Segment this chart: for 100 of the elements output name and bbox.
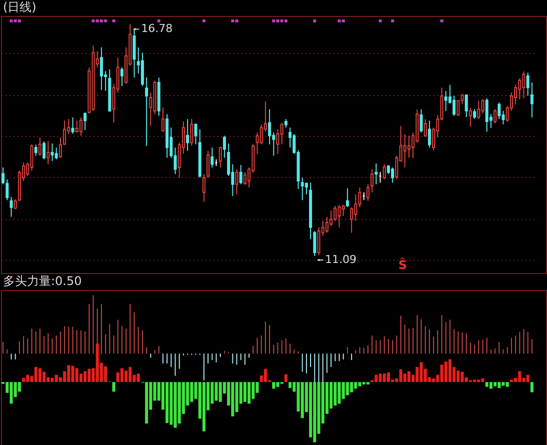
bar — [178, 382, 181, 424]
bar — [481, 378, 484, 382]
bar — [338, 382, 341, 404]
bar — [276, 382, 280, 387]
candlestick — [477, 100, 480, 120]
candlestick — [235, 168, 238, 195]
bar — [526, 374, 530, 382]
candlestick — [313, 230, 316, 256]
candlestick — [280, 122, 284, 145]
bar — [403, 374, 406, 382]
annotation: 16.78 — [141, 22, 173, 36]
bar — [334, 382, 337, 406]
chart-title: 多头力量:0.50 — [3, 274, 82, 288]
candlestick — [452, 95, 456, 116]
bar — [510, 380, 513, 382]
bar — [502, 382, 505, 386]
bar — [358, 382, 362, 386]
bar — [460, 372, 464, 382]
candlestick — [526, 72, 530, 96]
bar — [272, 382, 276, 389]
bar — [231, 382, 234, 416]
candlestick — [338, 204, 341, 228]
bar — [202, 382, 206, 432]
candlestick — [407, 135, 410, 158]
candlestick — [161, 107, 164, 132]
candlestick — [382, 164, 386, 180]
candlestick — [366, 184, 370, 202]
candlestick — [46, 140, 50, 165]
candlestick — [473, 108, 476, 120]
candlestick — [71, 116, 74, 134]
candlestick — [206, 150, 210, 178]
candlestick — [464, 94, 468, 118]
candlestick — [334, 205, 337, 222]
bar — [456, 370, 460, 382]
candlestick — [210, 147, 214, 168]
candlestick — [304, 182, 308, 195]
bar — [494, 382, 497, 386]
bar — [248, 382, 251, 404]
candlestick — [79, 116, 82, 136]
candlestick — [350, 206, 354, 234]
candlestick — [202, 174, 206, 202]
candlestick — [370, 168, 374, 193]
bar — [288, 382, 292, 388]
bar — [432, 378, 436, 382]
candlestick — [481, 98, 484, 114]
candlestick — [424, 118, 427, 138]
candlestick — [30, 144, 34, 172]
bar — [378, 374, 382, 382]
candlestick — [420, 108, 423, 133]
candlestick — [317, 226, 320, 256]
bar — [485, 382, 488, 387]
bar — [54, 374, 58, 382]
bar — [170, 382, 173, 425]
bar — [407, 371, 410, 382]
candlestick — [50, 142, 54, 162]
bar — [145, 382, 148, 424]
annotation: 11.09 — [325, 253, 356, 266]
candlestick — [260, 124, 263, 145]
candlestick — [218, 146, 222, 168]
bar — [84, 371, 87, 382]
bar — [124, 370, 128, 382]
bar — [300, 382, 304, 418]
candlestick — [54, 147, 58, 160]
bar — [284, 374, 288, 382]
bar — [489, 382, 492, 389]
candlestick — [518, 78, 522, 100]
candlestick — [84, 112, 87, 131]
bar — [112, 382, 116, 392]
bar — [88, 368, 91, 382]
candlestick — [494, 108, 497, 124]
bar — [354, 382, 358, 389]
candlestick — [485, 98, 488, 132]
candlestick — [268, 108, 272, 145]
bar — [518, 371, 522, 382]
candlestick — [300, 177, 304, 201]
candlestick — [354, 194, 358, 222]
annotation: Ŝ — [398, 257, 407, 272]
candlestick — [14, 198, 17, 210]
bar — [399, 369, 402, 382]
bar — [38, 368, 42, 382]
bar — [350, 382, 354, 392]
candlestick — [222, 135, 226, 158]
bar — [346, 382, 349, 396]
bar — [473, 380, 476, 382]
bar — [22, 378, 26, 382]
bar — [128, 366, 132, 382]
bar — [448, 359, 452, 382]
bar — [506, 382, 509, 387]
bar — [174, 382, 177, 428]
candlestick — [145, 77, 148, 146]
candlestick — [239, 164, 242, 185]
bar — [104, 366, 108, 382]
candlestick — [444, 90, 448, 112]
candlestick — [342, 204, 345, 216]
bar — [440, 364, 444, 382]
candlestick — [346, 188, 349, 208]
bar — [96, 344, 99, 382]
bar — [498, 382, 501, 388]
candlestick — [194, 123, 198, 145]
candlestick — [34, 144, 38, 156]
